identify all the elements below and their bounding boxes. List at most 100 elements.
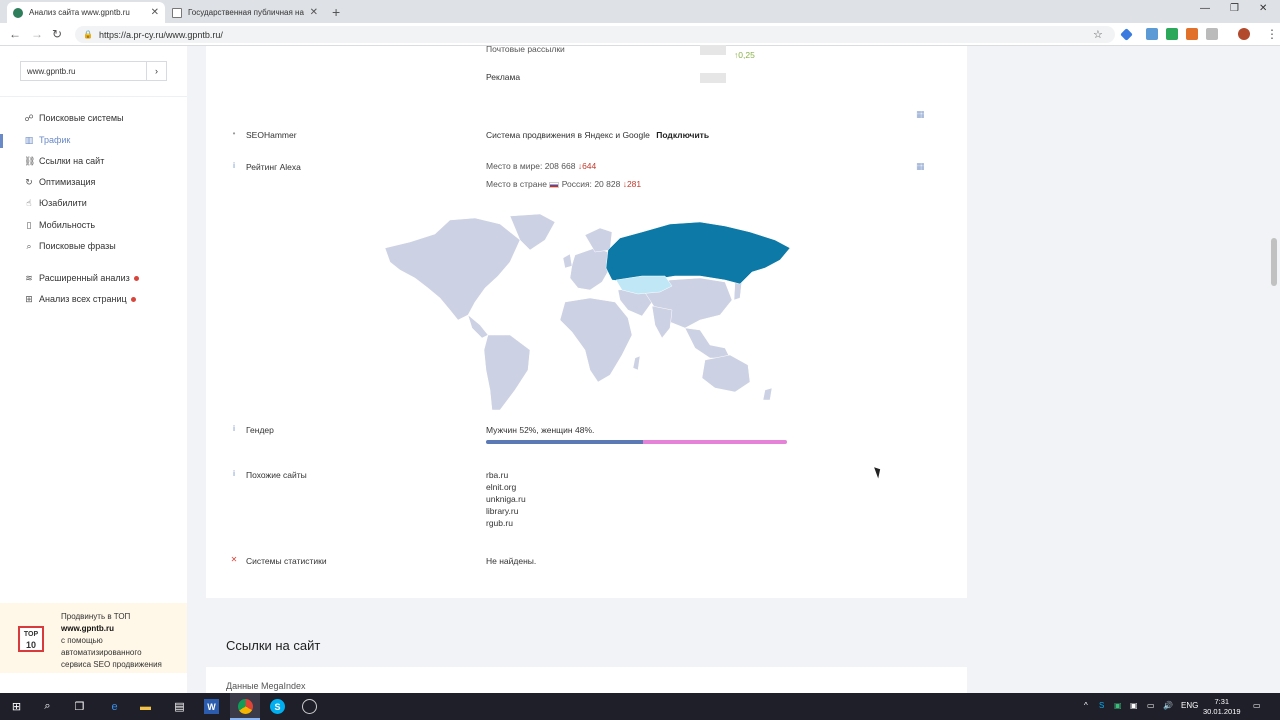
tray-app-icon[interactable]: ▣: [1130, 701, 1138, 710]
extension-icon[interactable]: [1120, 28, 1133, 41]
seohammer-connect-link[interactable]: Подключить: [656, 130, 710, 140]
uk: [562, 253, 573, 269]
sitemap-icon: ⊞: [25, 294, 33, 304]
world-map[interactable]: [380, 210, 795, 415]
edge-icon[interactable]: e: [111, 700, 118, 713]
links-section-title: Ссылки на сайт: [226, 638, 321, 653]
sidebar-item-label: Трафик: [39, 135, 71, 145]
word-icon[interactable]: W: [204, 699, 219, 714]
minimize-icon[interactable]: —: [1200, 3, 1210, 14]
sidebar-item-search-engines[interactable]: ☍ Поисковые системы: [24, 113, 123, 123]
sidebar-item-links[interactable]: ⛓ Ссылки на сайт: [24, 156, 104, 166]
profile-avatar-icon[interactable]: [1238, 28, 1250, 40]
similar-site-item[interactable]: rba.ru: [486, 470, 509, 480]
north-america: [384, 217, 521, 321]
extension-icon[interactable]: [1206, 28, 1218, 40]
stats-systems-value: Не найдены.: [486, 556, 537, 566]
back-icon[interactable]: ←: [9, 27, 21, 41]
windows-start-icon[interactable]: ⊞: [11, 701, 22, 713]
tray-app-icon[interactable]: ▣: [1114, 701, 1122, 710]
error-x-icon: ✕: [230, 555, 238, 564]
southeast-asia: [684, 327, 731, 359]
similar-site-item[interactable]: elnit.org: [486, 482, 517, 492]
sidebar-item-optimization[interactable]: ↻ Оптимизация: [24, 177, 95, 187]
task-view-icon[interactable]: ❐: [74, 701, 85, 713]
browser-tab-bar: Анализ сайта www.gpntb.ru ✕ Государствен…: [0, 0, 1280, 23]
tab-inactive[interactable]: Государственная публичная на ✕: [166, 2, 324, 23]
notifications-icon[interactable]: ▭: [1253, 701, 1261, 710]
url-bar[interactable]: 🔒 https://a.pr-cy.ru/www.gpntb.ru/ ☆: [75, 26, 1115, 43]
tray-expand-icon[interactable]: ^: [1084, 701, 1088, 710]
blurred-value: [700, 45, 726, 55]
close-window-icon[interactable]: ✕: [1259, 3, 1268, 14]
skype-tray-icon[interactable]: S: [1099, 701, 1105, 710]
site-search-box: ›: [20, 61, 167, 81]
sidebar-item-traffic[interactable]: ▥ Трафик: [24, 135, 71, 145]
sidebar-divider: [0, 96, 187, 97]
close-tab-icon[interactable]: ✕: [150, 7, 159, 18]
bar-chart-icon[interactable]: ▦: [916, 109, 925, 119]
menu-kebab-icon[interactable]: ⋮: [1266, 27, 1278, 41]
maximize-icon[interactable]: ❐: [1230, 3, 1239, 14]
new-zealand: [762, 387, 773, 401]
extension-icon[interactable]: [1186, 28, 1198, 40]
forward-icon[interactable]: →: [31, 27, 43, 41]
similar-site-item[interactable]: unkniga.ru: [486, 494, 526, 504]
sidebar-item-usability[interactable]: ☝ Юзабилити: [24, 198, 87, 208]
file-explorer-icon[interactable]: ▬: [140, 700, 151, 713]
site-favicon-icon: [13, 7, 23, 18]
skype-icon[interactable]: S: [270, 699, 285, 714]
mail-delta: ↑0,25: [734, 50, 755, 60]
sidebar-item-search-phrases[interactable]: ⌕ Поисковые фразы: [24, 241, 116, 251]
scrollbar-thumb[interactable]: [1271, 238, 1277, 286]
bookmark-star-icon[interactable]: ☆: [1093, 29, 1103, 41]
seohammer-text: Система продвижения в Яндекс и Google По…: [486, 130, 710, 140]
sidebar-item-extended-analysis[interactable]: ≋ Расширенный анализ: [24, 273, 139, 283]
sidebar-item-label: Поисковые фразы: [39, 241, 116, 251]
madagascar: [632, 355, 641, 371]
russia-region: [605, 221, 791, 285]
page-favicon-icon: [172, 7, 182, 18]
sidebar-item-label: Оптимизация: [39, 177, 96, 187]
sidebar-item-all-pages[interactable]: ⊞ Анализ всех страниц: [24, 294, 136, 304]
volume-icon[interactable]: 🔊: [1163, 701, 1173, 710]
alexa-world-rank: Место в мире: 208 668 ↓644: [486, 161, 597, 171]
bar-chart-icon[interactable]: ▦: [916, 161, 925, 171]
info-icon[interactable]: i: [233, 469, 235, 478]
extension-icon[interactable]: [1146, 28, 1158, 40]
language-indicator[interactable]: ENG: [1181, 701, 1199, 710]
site-search-input[interactable]: [21, 62, 146, 80]
ads-label: Реклама: [486, 72, 521, 82]
extension-icon[interactable]: [1166, 28, 1178, 40]
refresh-icon: ↻: [25, 177, 33, 187]
chrome-icon[interactable]: [238, 699, 253, 714]
search-icon[interactable]: ⌕: [44, 700, 51, 712]
info-icon[interactable]: i: [233, 161, 235, 170]
tab-active[interactable]: Анализ сайта www.gpntb.ru ✕: [7, 2, 165, 23]
gender-bar-male: [486, 440, 643, 444]
system-clock[interactable]: 7:31 30.01.2019: [1203, 697, 1241, 716]
megaindex-panel: Данные MegaIndex: [206, 667, 967, 693]
gender-bar: [486, 440, 787, 444]
sidebar-item-mobile[interactable]: ▯ Мобильность: [24, 220, 96, 230]
stats-systems-label: Системы статистики: [246, 556, 327, 566]
calculator-icon[interactable]: ▤: [174, 701, 185, 713]
address-toolbar: ← → ↻ 🔒 https://a.pr-cy.ru/www.gpntb.ru/…: [0, 23, 1280, 46]
page-scrollbar[interactable]: [1268, 46, 1280, 693]
new-tab-icon[interactable]: +: [332, 4, 341, 20]
app-icon[interactable]: [302, 699, 317, 714]
close-tab-icon[interactable]: ✕: [309, 7, 318, 18]
bullet-icon: •: [232, 129, 236, 138]
info-icon[interactable]: i: [233, 424, 235, 433]
network-icon[interactable]: ▭: [1147, 701, 1155, 710]
seohammer-label: SEOHammer: [246, 130, 297, 140]
search-icon: ⌕: [26, 241, 32, 251]
alexa-label: Рейтинг Alexa: [246, 162, 301, 172]
mobile-icon: ▯: [26, 220, 32, 230]
reload-icon[interactable]: ↻: [52, 27, 63, 41]
blurred-value: [700, 73, 726, 83]
search-go-button[interactable]: ›: [146, 62, 166, 80]
promo-banner[interactable]: TOP 10 Продвинуть в ТОП www.gpntb.ru с п…: [0, 603, 187, 673]
similar-site-item[interactable]: library.ru: [486, 506, 519, 516]
similar-site-item[interactable]: rgub.ru: [486, 518, 513, 528]
